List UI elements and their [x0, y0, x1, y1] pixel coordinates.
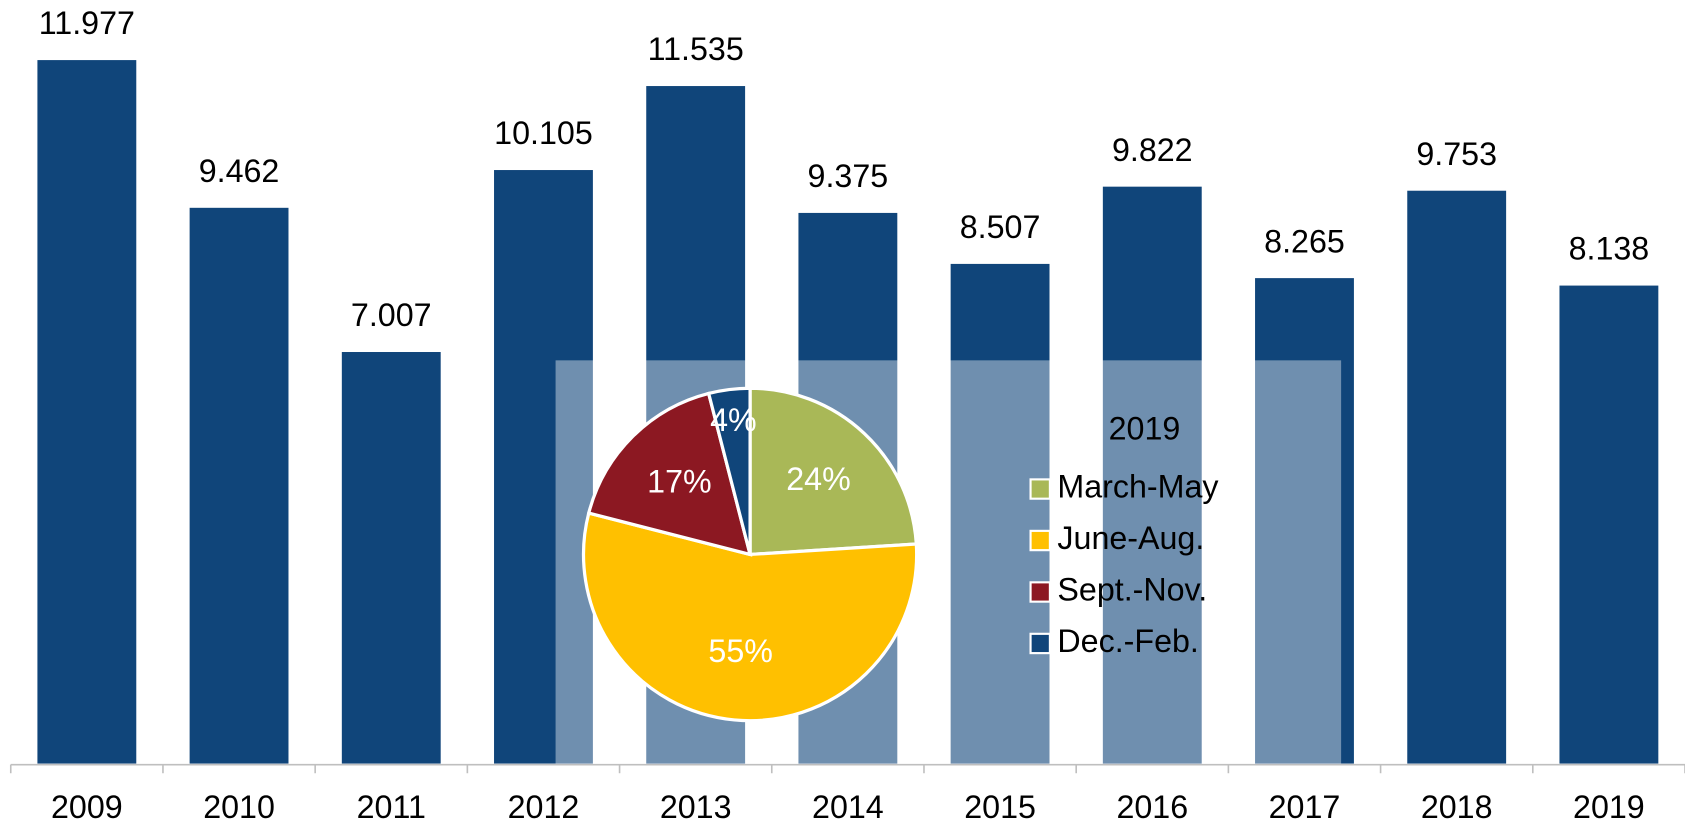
bar — [1102, 186, 1202, 764]
data-label: 9.822 — [1112, 132, 1193, 168]
x-tick-label: 2010 — [203, 789, 275, 825]
x-tick-label: 2009 — [51, 789, 123, 825]
bar — [189, 207, 289, 764]
data-label: 24% — [786, 461, 851, 497]
legend-swatch — [1029, 529, 1051, 552]
bar — [1559, 285, 1659, 764]
legend-title: 2019 — [1109, 411, 1181, 447]
pie-layer: 24% 55% 17% 4% 2019 March-May June-Aug. Sept.-N… — [581, 386, 1219, 723]
x-tick-label: 2012 — [508, 789, 580, 825]
legend-swatch — [1029, 632, 1051, 655]
x-tick-label: 2018 — [1421, 789, 1493, 825]
legend-swatch — [1029, 581, 1051, 603]
pie-slice — [586, 391, 753, 557]
data-label: 9.462 — [199, 153, 280, 189]
legend-label: Dec.-Feb. — [1057, 623, 1198, 659]
data-label: 7.007 — [351, 297, 432, 333]
x-tick-label: 2017 — [1269, 789, 1341, 825]
legend-swatch — [1029, 478, 1051, 500]
data-label: 55% — [708, 633, 773, 669]
bar — [494, 170, 593, 764]
data-label: 8.138 — [1569, 231, 1650, 267]
pie-slice — [706, 386, 752, 555]
bar — [950, 263, 1050, 764]
bar — [1407, 190, 1507, 764]
legend-label: Sept.-Nov. — [1057, 572, 1207, 608]
data-label: 8.265 — [1264, 223, 1345, 259]
pie-slice — [581, 511, 919, 723]
x-tick-label: 2016 — [1116, 789, 1188, 825]
legend-label: June-Aug. — [1057, 520, 1204, 556]
data-label: 9.375 — [808, 158, 889, 194]
data-label: 10.105 — [494, 115, 593, 151]
data-label: 11.977 — [39, 5, 135, 41]
data-label: 8.507 — [960, 209, 1041, 245]
data-label: 4% — [710, 402, 757, 438]
bar — [1255, 278, 1354, 764]
bar — [341, 352, 441, 764]
data-label: 9.753 — [1416, 136, 1497, 172]
data-label: 11.535 — [648, 31, 744, 67]
x-tick-label: 2011 — [357, 789, 426, 825]
pie-slice — [748, 386, 919, 557]
x-tick-label: 2015 — [964, 789, 1036, 825]
x-tick-label: 2014 — [812, 789, 884, 825]
legend-label: March-May — [1057, 469, 1219, 505]
x-tick-label: 2019 — [1573, 789, 1645, 825]
bar — [37, 60, 137, 764]
x-tick-label: 2013 — [660, 789, 732, 825]
data-label: 17% — [647, 463, 712, 499]
